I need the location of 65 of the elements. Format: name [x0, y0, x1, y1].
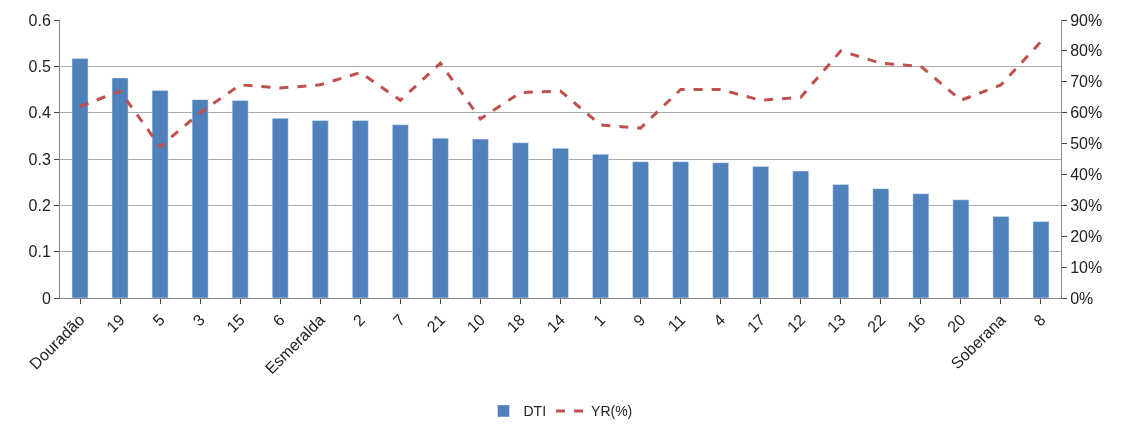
bar [832, 184, 850, 298]
y-tick-label: 0.1 [28, 243, 51, 261]
bar [432, 137, 449, 298]
bar [191, 99, 209, 298]
x-tick-label: 17 [743, 310, 769, 336]
bar [392, 124, 409, 298]
x-tick-label: 3 [189, 310, 208, 330]
bar [872, 188, 890, 298]
x-tick-label: 1 [590, 310, 609, 330]
x-tick-label: 11 [664, 310, 689, 335]
bar [912, 193, 930, 298]
y-tick-label: 0.4 [28, 104, 51, 122]
x-tick-label: 22 [863, 310, 889, 336]
x-tick-label: 13 [823, 310, 849, 336]
x-tick-label: 16 [904, 310, 929, 336]
bar [271, 117, 289, 298]
bar [792, 170, 809, 298]
y-tick-label: 0 [41, 289, 51, 307]
x-tick-label: 14 [543, 310, 569, 336]
x-tick-label: 10 [463, 310, 489, 336]
x-tick-label: 4 [710, 310, 729, 330]
bar [952, 199, 970, 298]
y2-tick-label: 20% [1070, 227, 1103, 245]
bar [312, 120, 329, 298]
bar [512, 142, 529, 298]
bar [352, 120, 369, 298]
line-series [78, 40, 1043, 149]
y2-tick-label: 0% [1070, 289, 1094, 307]
x-tick-label: 5 [149, 310, 168, 330]
y-tick-label: 0.3 [28, 150, 51, 168]
y-tick-label: 0.2 [28, 196, 51, 214]
y2-tick-label: 80% [1070, 42, 1103, 60]
y2-tick-label: 50% [1070, 135, 1103, 153]
bar [151, 90, 169, 298]
legend-label: DTI [523, 403, 547, 420]
x-tick-label: 8 [1030, 310, 1049, 330]
y2-tick-label: 10% [1070, 258, 1103, 276]
y-tick-label: 0.5 [28, 57, 51, 75]
x-tick-label: 9 [630, 310, 649, 330]
bar [472, 138, 489, 298]
bar [632, 161, 649, 298]
bar [111, 77, 129, 298]
bar [231, 100, 249, 298]
y2-tick-label: 40% [1070, 166, 1103, 184]
bar [592, 154, 609, 298]
x-tick-label: 7 [389, 310, 409, 330]
y2-tick-label: 90% [1070, 11, 1103, 29]
y-tick-label: 0.6 [28, 11, 51, 29]
x-tick-label: 2 [349, 310, 369, 330]
x-tick-label: 21 [423, 310, 449, 336]
y2-tick-label: 30% [1070, 196, 1103, 214]
x-tick-label: 12 [783, 310, 809, 336]
bar [672, 161, 689, 298]
legend-label: YR(%) [591, 403, 633, 420]
bar [552, 148, 569, 298]
y2-tick-label: 70% [1070, 73, 1103, 91]
bar [712, 162, 729, 298]
x-tick-label: 18 [503, 310, 529, 336]
bar [752, 166, 769, 298]
bar [71, 58, 89, 298]
x-tick-label: 19 [103, 310, 128, 336]
bar [1032, 221, 1050, 298]
bar [992, 216, 1010, 298]
y2-tick-label: 60% [1070, 104, 1103, 122]
x-tick-label: 15 [223, 310, 249, 336]
